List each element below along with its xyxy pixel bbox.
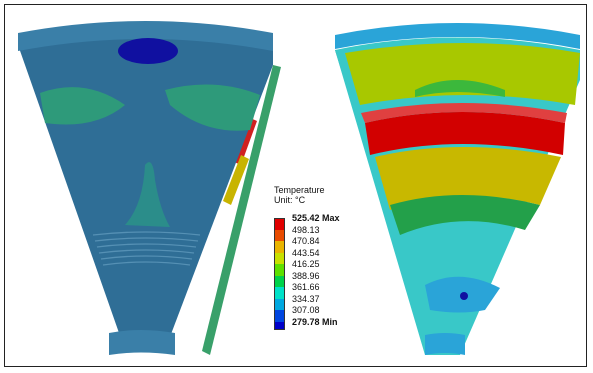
left-sector-model — [18, 21, 281, 355]
legend-swatch — [274, 252, 285, 265]
right-model-upper-band-green — [415, 80, 505, 97]
legend-label: 388.96 — [292, 270, 320, 281]
right-model-cold-dot — [460, 292, 468, 300]
right-sector-model — [335, 23, 580, 355]
right-model-upper-band — [345, 43, 580, 105]
legend-row: 416.25 — [274, 259, 325, 276]
legend-row: 470.84 — [274, 236, 325, 253]
left-model-rim — [18, 21, 273, 51]
legend-row: 388.96 — [274, 270, 325, 288]
left-model-base — [109, 330, 175, 355]
result-viewport: Temperature Unit: °C 525.42 Max 498.13 470… — [4, 4, 587, 367]
left-model-cold-spot — [118, 38, 178, 64]
legend-label: 307.08 — [292, 305, 320, 315]
right-model-hot-band — [365, 112, 565, 155]
right-model-yellow-band — [375, 147, 561, 210]
legend-unit: Unit: °C — [274, 195, 306, 205]
legend-row: 443.54 — [274, 247, 325, 265]
left-model-warm-lobe-right — [165, 84, 260, 131]
legend-row: 361.66 — [274, 282, 325, 299]
legend-swatch — [274, 264, 285, 276]
legend-label: 470.84 — [292, 236, 320, 246]
legend-swatch — [274, 241, 285, 253]
legend-swatch — [274, 229, 285, 242]
legend-swatch — [274, 298, 285, 311]
legend-swatch — [274, 310, 285, 322]
legend-row: 525.42 Max — [274, 213, 340, 230]
right-model-green-band — [390, 195, 540, 235]
left-model-center-plume — [125, 162, 170, 227]
legend-label: 361.66 — [292, 282, 320, 292]
legend-swatch — [274, 287, 285, 299]
legend-row: 279.78 Min — [274, 317, 338, 330]
left-model-side-yellow — [223, 155, 249, 205]
legend-swatch — [274, 321, 285, 330]
legend-label: 498.13 — [292, 224, 320, 235]
temperature-legend: Temperature Unit: °C 525.42 Max 498.13 470… — [274, 185, 340, 330]
legend-items: 525.42 Max 498.13 470.84 443.54 416.25 388.96… — [274, 213, 340, 330]
legend-label: 416.25 — [292, 259, 320, 269]
right-model-rim — [335, 23, 580, 49]
legend-row: 498.13 — [274, 224, 325, 242]
left-model-slot-grooves — [92, 231, 201, 266]
right-model-hot-band-rim — [361, 103, 567, 123]
legend-row: 307.08 — [274, 305, 325, 322]
legend-swatch — [274, 275, 285, 288]
legend-row: 334.37 — [274, 293, 325, 311]
left-model-side-edge — [202, 65, 281, 355]
left-model-warm-lobe-left — [40, 87, 125, 125]
legend-label: 279.78 Min — [292, 316, 338, 327]
legend-swatch — [274, 218, 285, 230]
legend-label: 525.42 Max — [292, 213, 340, 223]
legend-label: 334.37 — [292, 293, 320, 304]
legend-title: Temperature — [274, 185, 325, 195]
legend-label: 443.54 — [292, 247, 320, 258]
right-model-base — [425, 333, 465, 355]
